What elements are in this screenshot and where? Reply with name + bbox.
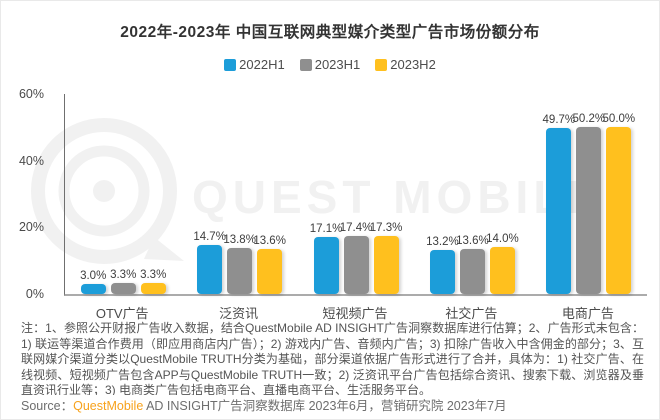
bar-value-label: 13.6% (456, 234, 489, 247)
source-line: Source：QuestMobile AD INSIGHT广告洞察数据库 202… (21, 395, 513, 414)
watermark-text: QUEST MOBILE (192, 171, 602, 223)
legend: 2022H1 2023H1 2023H2 (1, 57, 659, 72)
footnote: 注：1、参照公开财报广告收入数据，结合QuestMobile AD INSIGH… (21, 321, 644, 398)
bar-2023H1-社交广告 (459, 248, 485, 294)
bar-column: 17.4% (340, 94, 372, 294)
source-brand: QuestMobile (73, 399, 144, 413)
bar-2023H2-电商广告 (606, 127, 632, 294)
bar-column: 14.0% (486, 94, 519, 294)
x-axis-category-label: 社交广告 (445, 306, 498, 321)
legend-swatch-icon (375, 58, 388, 71)
bar-value-label: 13.8% (223, 234, 256, 246)
y-axis-tick-label: 60% (18, 87, 44, 101)
bar-2023H1-OTV广告 (110, 283, 136, 294)
bar-2023H1-电商广告 (576, 126, 602, 294)
y-axis-tick-label: 0% (25, 287, 44, 301)
y-axis: 60% 40% 20% 0% (1, 87, 56, 301)
bar-column: 49.7% (543, 94, 575, 294)
bar-2022H1-电商广告 (546, 128, 572, 294)
x-axis-category-label: 泛资讯 (219, 306, 259, 321)
y-axis-tick-label: 40% (18, 153, 44, 168)
bar-2022H1-社交广告 (429, 250, 455, 294)
bar-value-label: 3.3% (140, 269, 167, 281)
legend-swatch-icon (299, 58, 312, 71)
bar-value-label: 50.2% (572, 112, 606, 125)
bar-value-label: 14.0% (486, 233, 519, 246)
bar-value-label: 17.1% (309, 223, 343, 235)
bar-column: 3.0% (80, 94, 107, 294)
bar-value-label: 13.6% (253, 234, 286, 247)
legend-item-2023H1: 2023H1 (299, 57, 361, 72)
bar-2022H1-短视频广告 (313, 237, 339, 294)
bar-2022H1-OTV广告 (80, 284, 106, 294)
legend-label: 2023H2 (390, 57, 436, 72)
plot-area: 3.0% 3.3% 3.3% 14.7% 13.8% 13.6% 17.1% 17.4% 17.… (64, 94, 647, 296)
bar-groups: 3.0% 3.3% 3.3% 14.7% 13.8% 13.6% 17.1% 17.4% 17.… (65, 94, 647, 294)
legend-label: 2022H1 (239, 57, 285, 72)
bar-column: 3.3% (140, 94, 167, 294)
bar-group-OTV广告: 3.0% 3.3% 3.3% (65, 94, 181, 294)
bar-2022H1-泛资讯 (197, 245, 223, 294)
bar-column: 17.1% (310, 94, 342, 294)
bar-column: 3.3% (110, 94, 137, 294)
y-axis-tick-label: 20% (18, 220, 44, 235)
bar-2023H1-泛资讯 (227, 248, 253, 294)
bar-column: 13.8% (223, 94, 256, 294)
legend-item-2022H1: 2022H1 (224, 57, 285, 72)
bar-column: 17.3% (370, 94, 402, 294)
bar-value-label: 17.3% (369, 222, 403, 235)
x-axis-category-label: 短视频广告 (322, 306, 388, 321)
bar-group-社交广告: 13.2% 13.6% 14.0% (414, 94, 530, 294)
bar-column: 13.6% (456, 94, 489, 294)
bar-column: 50.2% (573, 94, 605, 294)
bar-2023H2-泛资讯 (257, 248, 283, 294)
x-axis-category-label: OTV广告 (95, 306, 149, 321)
bar-2023H1-短视频广告 (343, 236, 369, 294)
x-axis-category-label: 电商广告 (561, 306, 614, 321)
bar-column: 13.2% (426, 94, 459, 294)
x-axis: OTV广告 泛资讯 短视频广告 社交广告 电商广告 (64, 303, 646, 322)
bar-2023H2-OTV广告 (140, 283, 166, 294)
legend-item-2023H2: 2023H2 (375, 57, 436, 72)
chart-title: 2022年-2023年 中国互联网典型媒介类型广告市场份额分布 (120, 24, 540, 41)
bar-column: 14.7% (193, 94, 226, 294)
bar-value-label: 3.0% (80, 270, 107, 282)
bar-group-短视频广告: 17.1% 17.4% 17.3% (298, 94, 414, 294)
legend-label: 2023H1 (314, 57, 361, 72)
bar-group-电商广告: 49.7% 50.2% 50.0% (531, 94, 647, 294)
bar-value-label: 17.4% (339, 222, 373, 234)
bar-value-label: 50.0% (602, 113, 636, 126)
bar-column: 13.6% (253, 94, 286, 294)
bar-value-label: 3.3% (110, 269, 137, 281)
bar-column: 50.0% (603, 94, 635, 294)
bar-2023H2-短视频广告 (373, 236, 399, 294)
bar-value-label: 13.2% (426, 236, 459, 248)
bar-2023H2-社交广告 (489, 247, 515, 294)
legend-swatch-icon (224, 58, 237, 71)
bar-value-label: 49.7% (542, 114, 576, 127)
questmobile-watermark-logo: QUEST MOBILE (31, 118, 602, 264)
bar-group-泛资讯: 14.7% 13.8% 13.6% (181, 94, 297, 294)
source-rest: AD INSIGHT广告洞察数据库 2023年6月，营销研究院 2023年7月 (143, 399, 507, 413)
bar-value-label: 14.7% (193, 231, 226, 243)
source-prefix: Source： (21, 399, 74, 413)
